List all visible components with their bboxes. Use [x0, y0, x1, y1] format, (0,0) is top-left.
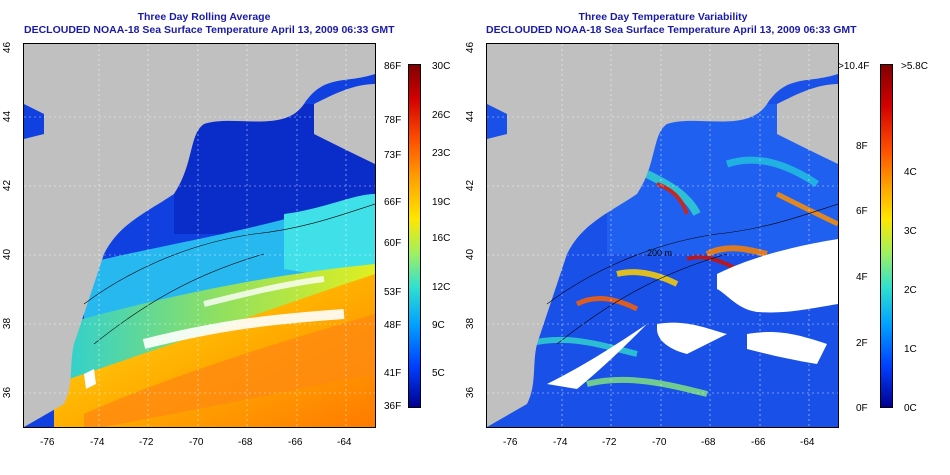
left-y-tick: 36	[2, 386, 14, 399]
left-y-tick: 38	[2, 317, 14, 330]
left-y-tick: 42	[2, 179, 14, 192]
left-cb-c-label: 26C	[432, 110, 451, 121]
left-cb-c-label: 30C	[432, 61, 451, 72]
sst-average-map-image	[24, 44, 375, 427]
left-cb-f-label: 48F	[384, 320, 402, 331]
right-y-tick: 38	[465, 317, 477, 330]
left-cb-c-label: 5C	[432, 368, 445, 379]
left-cb-c-label: 16C	[432, 233, 451, 244]
right-y-tick: 36	[465, 386, 477, 399]
left-cb-f-label: 86F	[384, 61, 402, 72]
left-cb-f-label: 78F	[384, 115, 402, 126]
right-cb-c-label: >5.8C	[901, 61, 928, 72]
right-colorbar	[880, 64, 893, 408]
left-x-tick: -74	[90, 437, 105, 448]
sst-variability-map-image: 200 m	[487, 44, 838, 427]
right-title-line2: DECLOUDED NOAA-18 Sea Surface Temperatur…	[486, 24, 857, 36]
left-x-tick: -70	[189, 437, 204, 448]
left-x-tick: -64	[337, 437, 352, 448]
left-x-tick: -72	[139, 437, 154, 448]
right-cb-f-label: 8F	[856, 141, 868, 152]
sst-average-map	[23, 43, 376, 428]
right-y-tick: 42	[465, 179, 477, 192]
right-x-tick: -68	[701, 437, 716, 448]
right-y-tick: 44	[465, 110, 477, 123]
left-cb-f-label: 36F	[384, 401, 402, 412]
right-cb-f-label: 2F	[856, 338, 868, 349]
left-y-tick: 40	[2, 248, 14, 261]
left-x-tick: -66	[288, 437, 303, 448]
right-y-tick: 46	[465, 41, 477, 54]
right-x-tick: -76	[503, 437, 518, 448]
left-title-line1: Three Day Rolling Average	[137, 11, 271, 23]
right-cb-c-label: 3C	[904, 226, 917, 237]
contour-label: 200 m	[647, 248, 672, 258]
right-title-line1: Three Day Temperature Variability	[578, 11, 748, 23]
left-cb-c-label: 23C	[432, 148, 451, 159]
left-cb-c-label: 19C	[432, 197, 451, 208]
left-cb-f-label: 66F	[384, 197, 402, 208]
right-cb-f-label: >10.4F	[838, 61, 870, 72]
right-cb-f-label: 6F	[856, 206, 868, 217]
right-x-tick: -64	[800, 437, 815, 448]
left-cb-f-label: 53F	[384, 287, 402, 298]
left-x-tick: -68	[238, 437, 253, 448]
left-y-tick: 44	[2, 110, 14, 123]
left-y-tick: 46	[2, 41, 14, 54]
left-cb-f-label: 60F	[384, 238, 402, 249]
right-x-tick: -70	[652, 437, 667, 448]
right-cb-f-label: 4F	[856, 272, 868, 283]
left-colorbar	[408, 64, 421, 408]
left-cb-f-label: 41F	[384, 368, 402, 379]
right-x-tick: -72	[602, 437, 617, 448]
right-cb-f-label: 0F	[856, 403, 868, 414]
right-cb-c-label: 4C	[904, 167, 917, 178]
left-cb-c-label: 9C	[432, 320, 445, 331]
left-title-line2: DECLOUDED NOAA-18 Sea Surface Temperatur…	[24, 24, 395, 36]
left-cb-f-label: 73F	[384, 150, 402, 161]
right-cb-c-label: 1C	[904, 344, 917, 355]
left-x-tick: -76	[40, 437, 55, 448]
right-y-tick: 40	[465, 248, 477, 261]
right-x-tick: -74	[553, 437, 568, 448]
right-cb-c-label: 0C	[904, 403, 917, 414]
sst-variability-map: 200 m	[486, 43, 839, 428]
right-x-tick: -66	[751, 437, 766, 448]
left-cb-c-label: 12C	[432, 282, 451, 293]
right-cb-c-label: 2C	[904, 285, 917, 296]
